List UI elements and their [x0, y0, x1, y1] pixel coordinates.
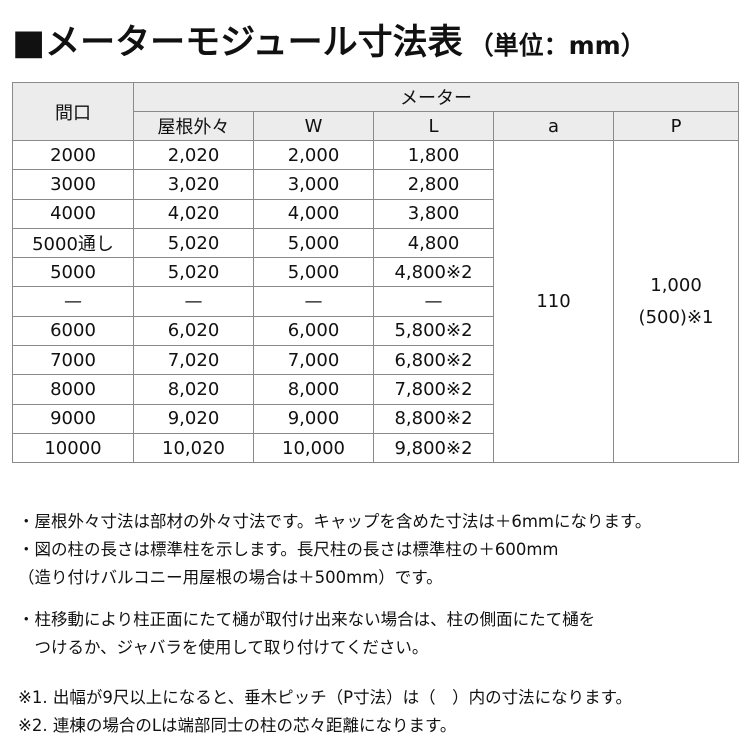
header-roof-outer: 屋根外々 [133, 111, 254, 141]
p-value-main: 1,000 [650, 274, 702, 296]
note: ・柱移動により柱正面にたて樋が取付け出来ない場合は、柱の側面にたて樋を [18, 610, 596, 629]
table-row: 5000通し 5,020 5,000 4,800 [12, 227, 739, 259]
table-cell: — [133, 286, 254, 317]
table-cell: 9000 [12, 403, 134, 434]
table-cell: 3,800 [373, 198, 494, 229]
table-cell: 6000 [12, 315, 134, 347]
table-cell: 9,800※2 [373, 432, 494, 464]
table-cell: 10000 [12, 432, 134, 464]
table-row: 8000 8,020 8,000 7,800※2 [12, 374, 739, 405]
table-row: — — — — [12, 286, 739, 317]
header-meter-group: メーター [132, 82, 740, 112]
table-cell: 5,000 [253, 227, 374, 259]
table-cell: 7,800※2 [373, 374, 494, 405]
table-cell: 4,800 [373, 227, 494, 259]
table-cell: 2,020 [133, 139, 254, 171]
note: つけるか、ジャバラを使用して取り付けてください。 [18, 638, 429, 657]
title-unit: （単位：mm） [468, 31, 646, 60]
header-l: L [373, 111, 494, 141]
table-cell: 6,000 [253, 315, 374, 347]
table-cell: 8,020 [133, 374, 254, 405]
footnote-2: ※2. 連棟の場合のLは端部同士の柱の芯々距離になります。 [18, 716, 457, 735]
table-row: 2000 2,020 2,000 1,800 110 1,000 (500)※1 [12, 139, 740, 464]
note: ・図の柱の長さは標準柱を示します。長尺柱の長さは標準柱の＋600mm [18, 540, 559, 559]
table-cell: — [373, 286, 494, 317]
table-cell: 10,020 [133, 432, 254, 464]
table-cell: 5,020 [133, 227, 254, 259]
table-cell: 2000 [12, 139, 134, 171]
table-row: 5000 5,020 5,000 4,800※2 [12, 257, 739, 288]
p-value-cell: 1,000 (500)※1 [612, 139, 740, 464]
title-main: ■メーターモジュール寸法表 [12, 23, 463, 63]
table-cell: 5000通し [12, 227, 134, 259]
table-cell: — [253, 286, 374, 317]
table-row: 10000 10,020 10,000 9,800※2 [12, 432, 739, 464]
a-value-cell: 110 [493, 139, 614, 464]
table-cell: 5,020 [133, 257, 254, 288]
table-cell: 4,800※2 [373, 257, 494, 288]
table-row: 3000 3,020 3,000 2,800 [12, 169, 739, 200]
notes: ・屋根外々寸法は部材の外々寸法です。キャップを含めた寸法は＋6mmになります。 … [18, 508, 651, 740]
table-cell: 3,020 [133, 169, 254, 200]
header-p: P [612, 111, 740, 141]
header-w: W [253, 111, 374, 141]
table-cell: 7,020 [133, 345, 254, 376]
header-a: a [493, 111, 614, 141]
table-row: 4000 4,020 4,000 3,800 [12, 198, 739, 229]
table-cell: 5,000 [253, 257, 374, 288]
table-cell: — [12, 286, 134, 317]
table-cell: 2,800 [373, 169, 494, 200]
table-cell: 3,000 [253, 169, 374, 200]
table-cell: 10,000 [253, 432, 374, 464]
table-cell: 2,000 [253, 139, 374, 171]
table-cell: 4,000 [253, 198, 374, 229]
table-row: 6000 6,020 6,000 5,800※2 [12, 315, 739, 347]
table-cell: 7,000 [253, 345, 374, 376]
table-row: 9000 9,020 9,000 8,800※2 [12, 403, 739, 434]
note: ・屋根外々寸法は部材の外々寸法です。キャップを含めた寸法は＋6mmになります。 [18, 512, 652, 531]
table-cell: 9,000 [253, 403, 374, 434]
table-cell: 5000 [12, 257, 134, 288]
page-title: ■メーターモジュール寸法表 （単位：mm） [12, 14, 646, 65]
table-cell: 4000 [12, 198, 134, 229]
table-cell: 3000 [12, 169, 134, 200]
table-cell: 6,020 [133, 315, 254, 347]
table-cell: 5,800※2 [373, 315, 494, 347]
note: （造り付けバルコニー用屋根の場合は＋500mm）です。 [18, 568, 443, 587]
table-cell: 7000 [12, 345, 134, 376]
table-cell: 4,020 [133, 198, 254, 229]
table-cell: 6,800※2 [373, 345, 494, 376]
footnote-1: ※1. 出幅が9尺以上になると、垂木ピッチ（P寸法）は（ ）内の寸法になります。 [18, 688, 632, 707]
table-row: 7000 7,020 7,000 6,800※2 [12, 345, 739, 376]
dimension-table: 間口 メーター 屋根外々 W L a P 2000 2,020 2,000 1,800… [12, 82, 740, 464]
p-value-alt: (500)※1 [638, 306, 714, 328]
table-cell: 8,000 [253, 374, 374, 405]
table-cell: 9,020 [133, 403, 254, 434]
table-cell: 8,800※2 [373, 403, 494, 434]
table-cell: 8000 [12, 374, 134, 405]
header-frontage: 間口 [12, 82, 134, 141]
table-cell: 1,800 [373, 139, 494, 171]
